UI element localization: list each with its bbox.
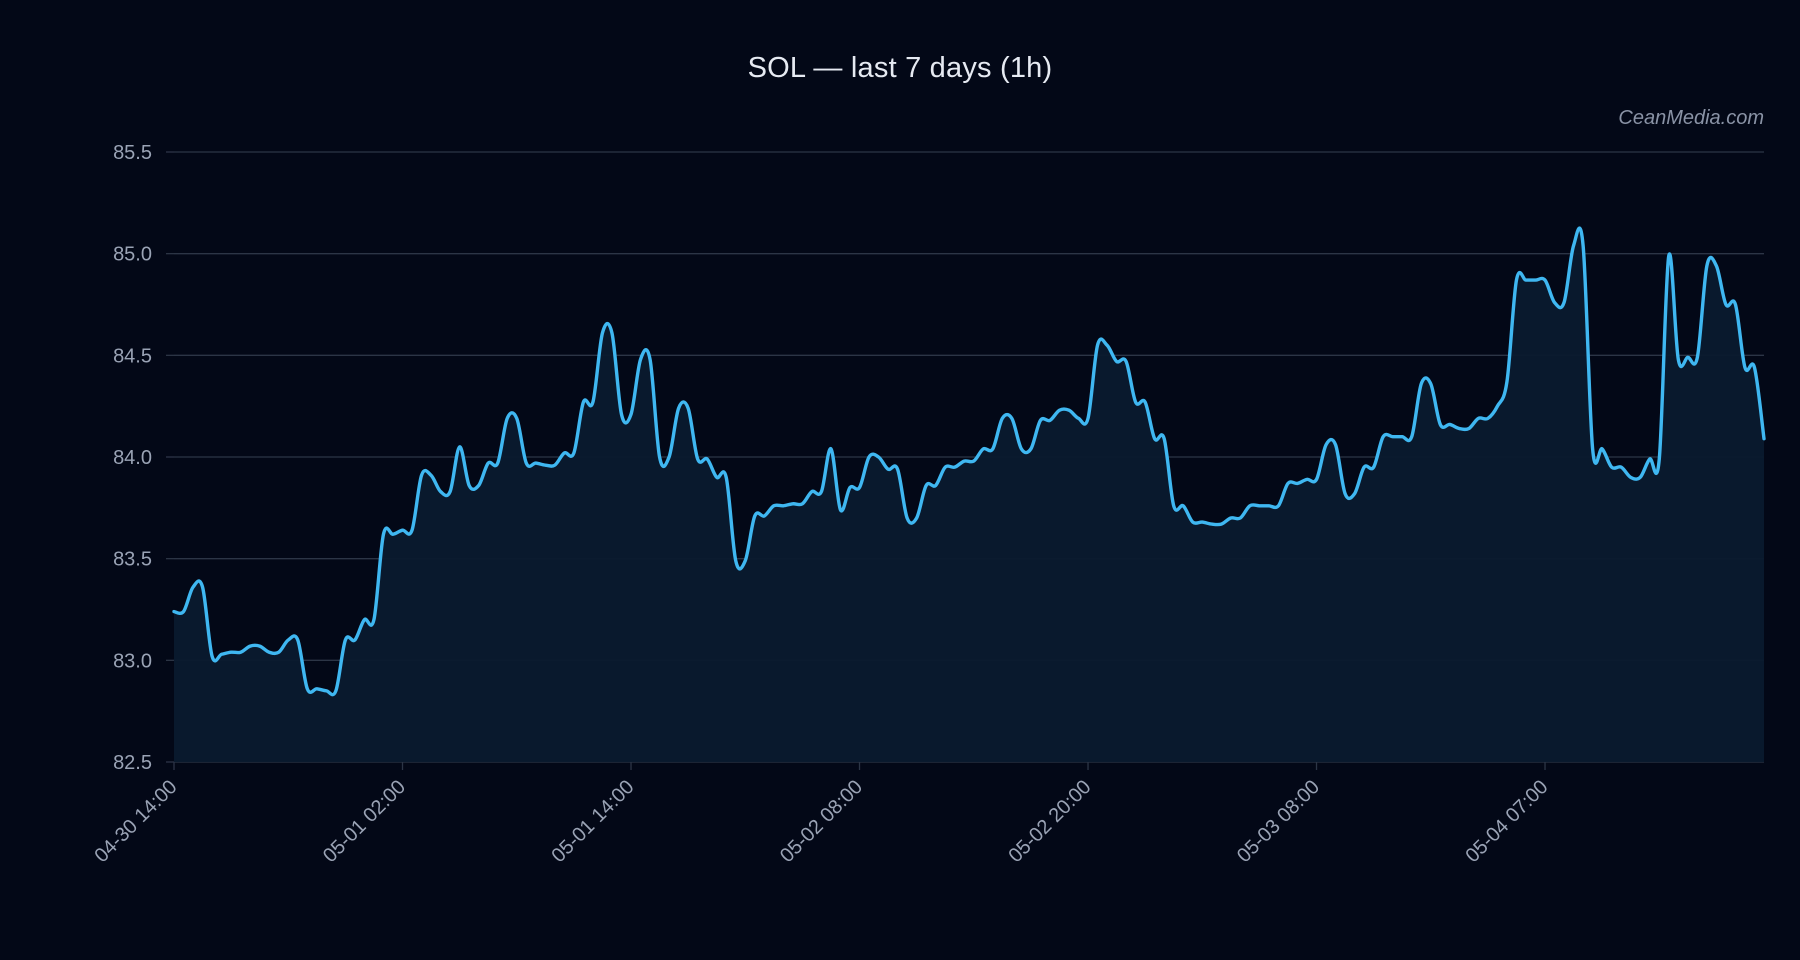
y-axis-ticks: 82.5 83.0 83.5 84.0 84.5 85.0 85.5 [113,142,174,774]
price-area [174,228,1764,763]
price-series [172,226,1766,697]
area-fill [174,228,1764,763]
x-tick-label: 04-30 14:00 [90,776,181,867]
y-tick-label: 84.0 [113,447,152,469]
y-tick-label: 85.0 [113,244,152,266]
x-tick-label: 05-01 02:00 [319,776,410,867]
x-tick-label: 05-04 07:00 [1462,776,1553,867]
y-tick-label: 85.5 [113,142,152,164]
x-tick-label: 05-02 08:00 [776,776,867,867]
x-axis-ticks: 04-30 14:00 05-01 02:00 05-01 14:00 05-02 0… [90,762,1553,867]
y-tick-label: 82.5 [113,752,152,774]
x-tick-label: 05-01 14:00 [547,776,638,867]
x-tick-label: 05-02 20:00 [1004,776,1095,867]
price-line [172,226,1766,697]
watermark: CeanMedia.com [1618,107,1764,129]
x-tick-label: 05-03 08:00 [1233,776,1324,867]
y-tick-label: 84.5 [113,345,152,367]
y-tick-label: 83.5 [113,549,152,571]
chart-title: SOL — last 7 days (1h) [747,52,1053,84]
y-tick-label: 83.0 [113,650,152,672]
